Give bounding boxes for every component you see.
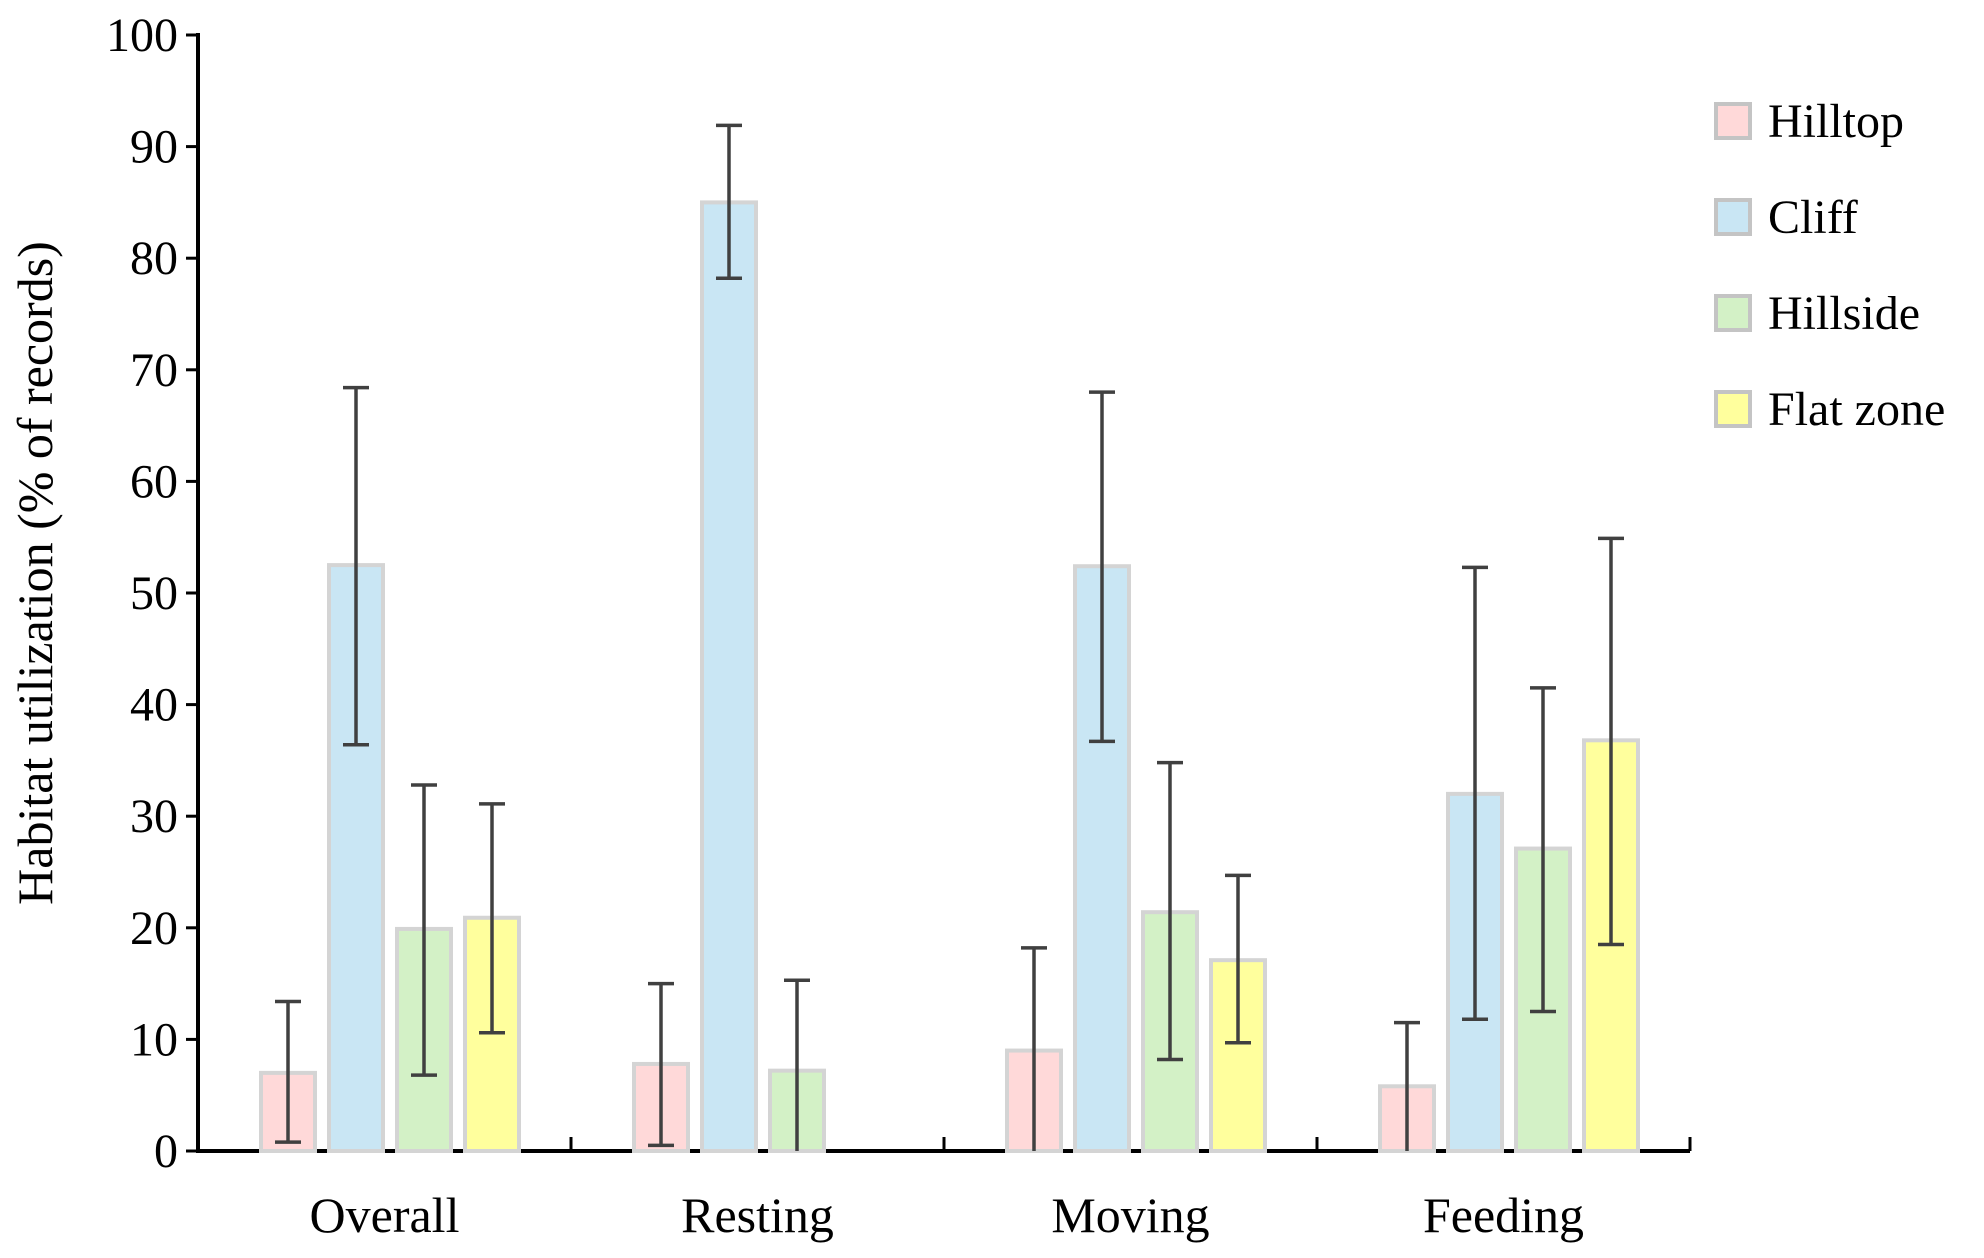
y-tick-label: 20 [130,902,178,955]
y-tick-label: 60 [130,455,178,508]
error-bars [275,123,1624,1151]
y-tick-label: 0 [154,1125,178,1178]
y-tick-label: 10 [130,1013,178,1066]
y-tick-label: 100 [106,9,178,62]
y-tick-label: 30 [130,790,178,843]
y-tick-label: 90 [130,121,178,174]
legend-label: Hillside [1768,287,1920,340]
legend-item: Flat zone [1714,383,1945,436]
legend: Hilltop Cliff Hillside Flat zone [1714,95,1945,436]
y-tick-label: 50 [130,567,178,620]
legend-item: Cliff [1714,191,1858,244]
x-category-label: Moving [1051,1187,1209,1243]
y-tick-label: 70 [130,344,178,397]
y-tick-label: 40 [130,679,178,732]
y-axis: 0 10 20 30 40 50 60 70 80 90 100 [106,9,200,1178]
x-category-label: Overall [310,1187,460,1243]
x-category-label: Resting [681,1187,834,1243]
bars [259,200,1640,1154]
legend-swatch [1714,198,1752,236]
x-category-label: Feeding [1423,1187,1584,1243]
legend-item: Hillside [1714,287,1920,340]
legend-label: Cliff [1768,191,1858,244]
x-axis: Overall Resting Moving Feeding [196,1137,1692,1243]
bar [700,200,758,1153]
y-tick-label: 80 [130,232,178,285]
legend-item: Hilltop [1714,95,1904,148]
legend-swatch [1714,390,1752,428]
legend-label: Flat zone [1768,383,1945,436]
legend-swatch [1714,102,1752,140]
legend-swatch [1714,294,1752,332]
legend-label: Hilltop [1768,95,1904,148]
y-axis-label: Habitat utilization (% of records) [7,241,63,905]
